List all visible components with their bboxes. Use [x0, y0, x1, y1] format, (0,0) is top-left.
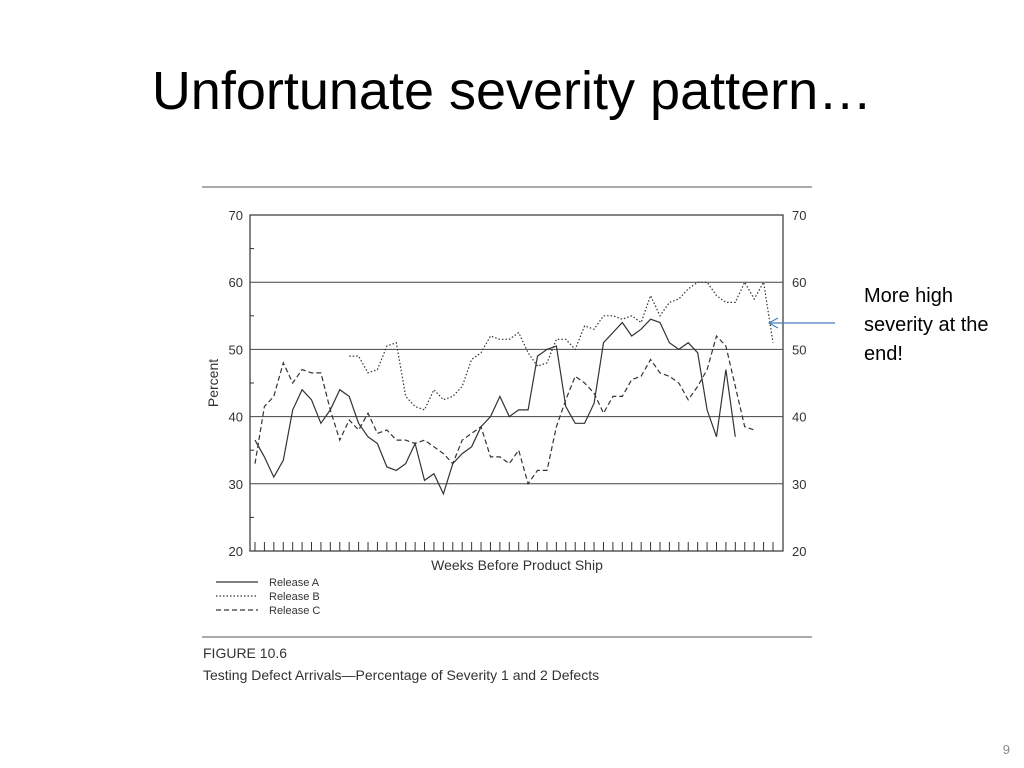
y-tick-label-left: 50: [229, 342, 243, 357]
legend-label: Release B: [269, 591, 320, 603]
series-release-a: [254, 318, 736, 496]
callout-text: More high severity at the end!: [864, 285, 989, 365]
figure-title: FIGURE 10.6: [203, 645, 287, 661]
y-tick-label-right: 30: [792, 477, 806, 492]
series-release-b: [349, 280, 774, 411]
y-tick-label-right: 40: [792, 410, 806, 425]
slide-title: Unfortunate severity pattern…: [151, 61, 873, 121]
y-axis-label: Percent: [205, 359, 221, 407]
figure-caption: Testing Defect Arrivals—Percentage of Se…: [203, 667, 599, 683]
y-tick-label-right: 50: [792, 342, 806, 357]
y-tick-label-left: 70: [229, 208, 243, 223]
y-axis-left: 20 30 40 50 60 70: [229, 208, 254, 559]
arrow-head-icon: [767, 317, 779, 329]
y-tick-label-left: 60: [229, 275, 243, 290]
slide-number: 9: [1002, 742, 1010, 757]
y-tick-label-left: 30: [229, 477, 243, 492]
y-tick-label-left: 40: [229, 410, 243, 425]
series-release-c: [254, 334, 755, 486]
y-axis-right: 20 30 40 50 60 70: [792, 208, 806, 559]
y-tick-label-right: 20: [792, 544, 806, 559]
legend-label: Release C: [269, 605, 320, 617]
series-lines: [254, 280, 774, 496]
x-axis-ticks: [254, 542, 774, 551]
legend-label: Release A: [269, 577, 320, 589]
x-axis-label: Weeks Before Product Ship: [431, 557, 603, 573]
chart-legend: Release A Release B Release C: [216, 577, 320, 617]
y-tick-label-left: 20: [229, 544, 243, 559]
y-tick-label-right: 60: [792, 275, 806, 290]
y-tick-label-right: 70: [792, 208, 806, 223]
